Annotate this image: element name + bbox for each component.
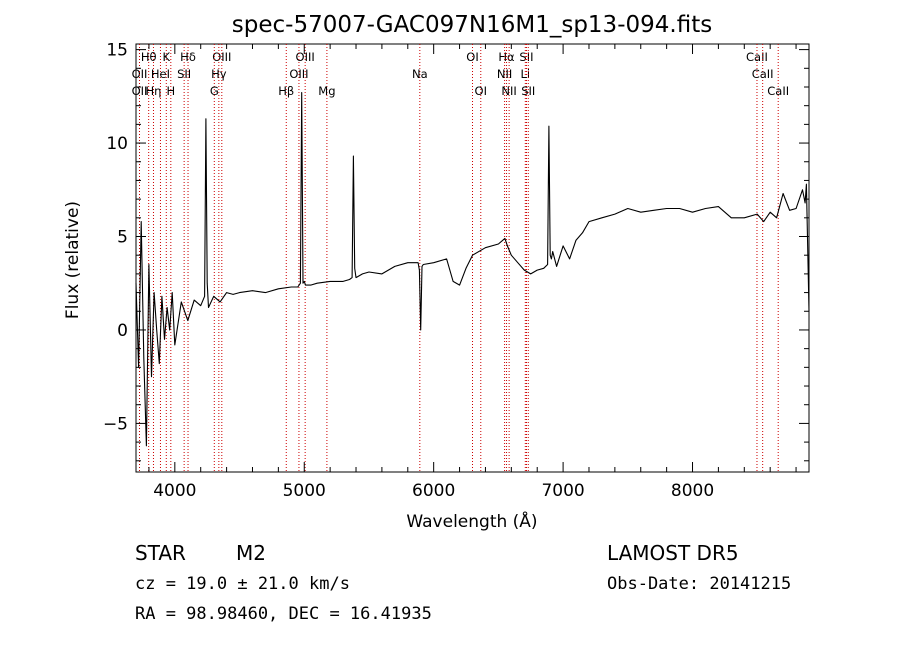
- spectral-line-label: Hδ: [180, 50, 196, 64]
- y-tick-label: 0: [117, 321, 128, 341]
- object-subclass: M2: [236, 541, 266, 565]
- spectral-line-label: SII: [519, 50, 533, 64]
- y-tick-label: 5: [117, 228, 128, 248]
- y-tick-label: 15: [106, 41, 128, 61]
- spectral-line-label: Li: [520, 67, 530, 81]
- spectrum-series-0: [135, 92, 810, 447]
- spectral-line-label: Na: [412, 67, 428, 81]
- spectral-line-label: OII: [132, 84, 148, 98]
- chart-title: spec-57007-GAC097N16M1_sp13-094.fits: [232, 12, 712, 38]
- spectral-line-label: OIII: [212, 50, 231, 64]
- spectral-line-label: SII: [177, 67, 191, 81]
- spectral-line-label: Hθ: [141, 50, 157, 64]
- spectral-line-label: NII: [501, 84, 516, 98]
- x-tick-label: 7000: [541, 481, 584, 501]
- spectral-line-label: CaII: [746, 50, 768, 64]
- redshift-text: cz = 19.0 ± 21.0 km/s: [135, 574, 350, 594]
- spectral-line-label: CaII: [767, 84, 789, 98]
- y-tick-label: 10: [106, 134, 128, 154]
- survey-name: LAMOST DR5: [607, 541, 739, 565]
- spectral-line-label: OI: [466, 50, 478, 64]
- spectral-line-label: G: [210, 84, 219, 98]
- x-tick-label: 4000: [153, 481, 196, 501]
- spectral-line-label: OIII: [296, 50, 315, 64]
- y-axis-label: Flux (relative): [63, 201, 83, 319]
- x-tick-label: 6000: [412, 481, 455, 501]
- coordinates: RA = 98.98460, DEC = 16.41935: [135, 604, 432, 624]
- spectral-line-label: CaII: [752, 67, 774, 81]
- y-tick-label: −5: [103, 414, 128, 434]
- x-tick-label: 8000: [671, 481, 714, 501]
- spectral-line-label: H: [166, 84, 175, 98]
- x-tick-label: 5000: [283, 481, 326, 501]
- spectral-line-label: Mg: [318, 84, 335, 98]
- x-axis-label: Wavelength (Å): [406, 510, 537, 532]
- spectral-line-label: Hγ: [211, 67, 227, 81]
- spectral-line-label: K: [163, 50, 171, 64]
- spectral-line-label: HeI: [151, 67, 170, 81]
- spectral-line-label: OIII: [289, 67, 308, 81]
- spectral-line-label: SII: [521, 84, 535, 98]
- object-class: STAR: [135, 541, 186, 565]
- spectral-line-label: Hη: [146, 84, 162, 98]
- spectral-line-label: Hα: [498, 50, 515, 64]
- spectral-line-label: NII: [497, 67, 512, 81]
- obs-date: Obs-Date: 20141215: [607, 574, 791, 594]
- spectral-line-label: Hβ: [278, 84, 294, 98]
- spectral-line-label: OI: [475, 84, 487, 98]
